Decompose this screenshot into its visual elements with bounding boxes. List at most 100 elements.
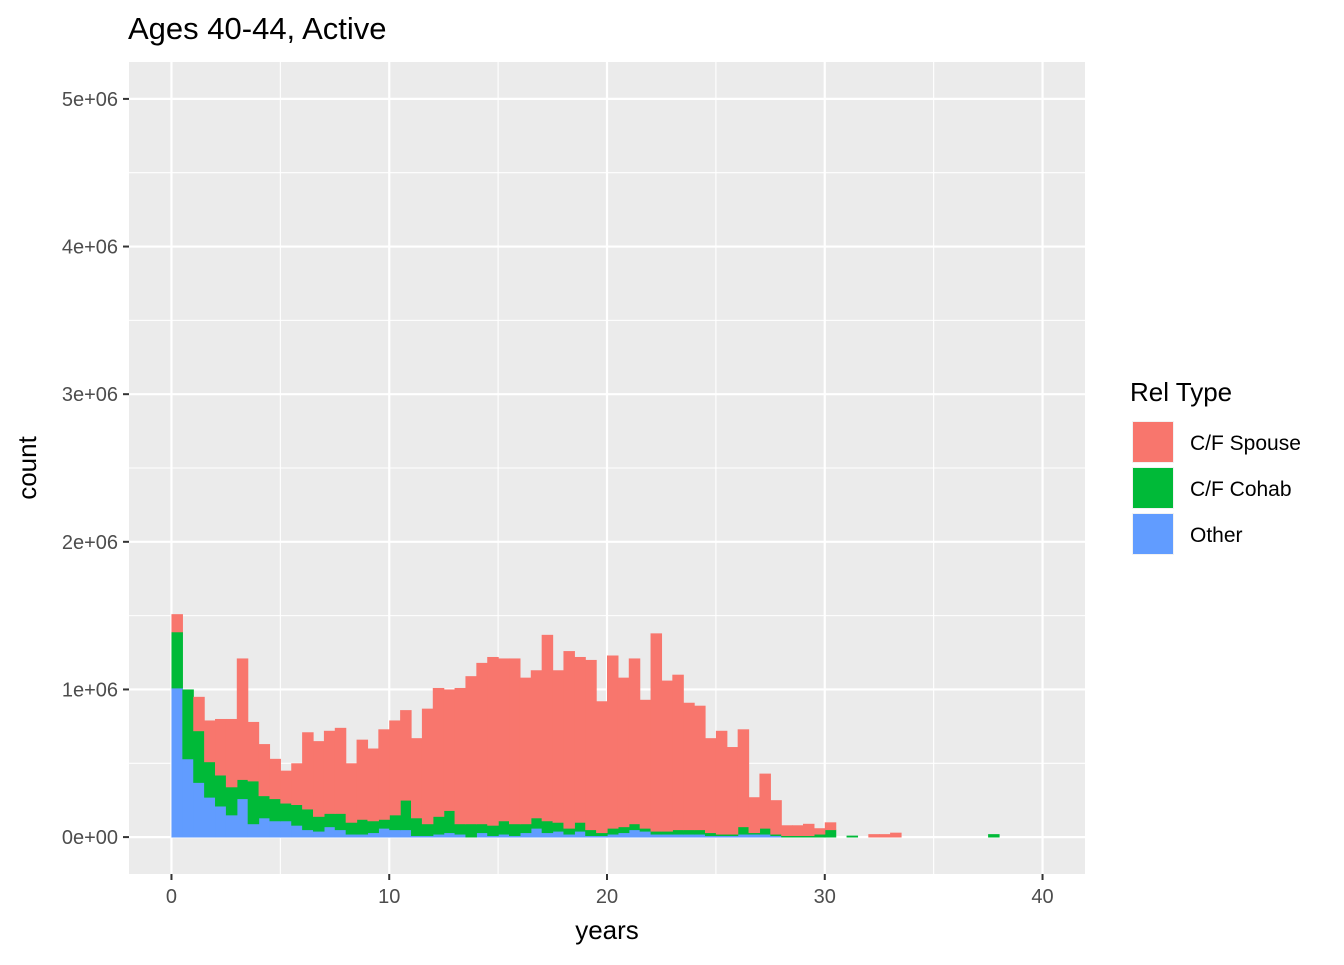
bar-other — [400, 829, 412, 838]
bar-c-f-cohab — [726, 834, 739, 837]
bar-c-f-spouse — [323, 730, 336, 814]
bar-other — [574, 831, 586, 838]
bar-c-f-cohab — [313, 816, 325, 832]
bar-other — [737, 834, 750, 838]
bar-c-f-cohab — [683, 829, 695, 835]
bar-c-f-spouse — [389, 720, 401, 816]
bar-c-f-cohab — [465, 823, 477, 838]
bar-c-f-cohab — [530, 817, 543, 829]
bar-other — [204, 797, 216, 838]
bar-c-f-cohab — [171, 631, 183, 689]
legend-label: C/F Cohab — [1190, 478, 1292, 501]
bar-c-f-cohab — [519, 823, 532, 834]
bar-c-f-cohab — [792, 835, 804, 838]
bar-c-f-spouse — [890, 832, 902, 838]
bar-c-f-cohab — [432, 816, 445, 835]
bar-c-f-cohab — [824, 829, 837, 838]
bar-c-f-spouse — [672, 674, 684, 831]
bar-other — [530, 828, 543, 838]
bar-other — [193, 782, 205, 838]
bar-other — [770, 835, 782, 838]
bar-c-f-cohab — [541, 820, 554, 834]
bar-c-f-spouse — [737, 729, 750, 828]
bar-c-f-spouse — [704, 738, 717, 834]
bar-other — [345, 834, 358, 838]
bar-c-f-spouse — [204, 720, 216, 763]
bar-c-f-spouse — [509, 658, 521, 825]
bar-other — [509, 835, 521, 838]
bar-c-f-spouse — [639, 699, 652, 829]
bar-c-f-spouse — [171, 614, 183, 633]
bar-c-f-spouse — [291, 763, 303, 806]
bar-other — [302, 829, 314, 838]
bar-c-f-spouse — [487, 656, 499, 826]
bar-c-f-cohab — [323, 813, 336, 828]
bar-other — [639, 831, 652, 838]
bar-other — [334, 829, 347, 838]
bar-other — [704, 835, 717, 838]
bar-other — [726, 835, 739, 838]
bar-other — [291, 825, 303, 838]
bar-c-f-spouse — [215, 718, 227, 776]
x-tick-label: 20 — [596, 886, 618, 908]
legend: Rel Type C/F Spouse C/F Cohab Other — [1130, 377, 1301, 555]
bar-c-f-cohab — [280, 803, 292, 822]
bar-c-f-spouse — [552, 670, 565, 823]
bar-c-f-cohab — [269, 798, 281, 822]
bar-c-f-cohab — [291, 804, 303, 826]
x-tick-label: 0 — [166, 886, 177, 908]
bar-c-f-spouse — [225, 718, 238, 788]
bar-c-f-spouse — [443, 689, 456, 811]
bar-c-f-cohab — [802, 835, 815, 838]
bar-c-f-cohab — [487, 825, 499, 837]
bars — [171, 614, 1000, 838]
bar-c-f-spouse — [258, 744, 271, 797]
bar-other — [694, 834, 706, 838]
bar-c-f-spouse — [748, 797, 761, 834]
bar-other — [563, 834, 575, 838]
bar-other — [378, 828, 390, 838]
bar-other — [367, 832, 379, 838]
bar-other — [432, 834, 445, 838]
bar-other — [389, 829, 401, 838]
bar-c-f-cohab — [639, 828, 652, 832]
bar-c-f-cohab — [247, 780, 260, 825]
bar-other — [759, 834, 771, 838]
chart-title: Ages 40-44, Active — [128, 11, 387, 46]
bar-c-f-cohab — [585, 829, 597, 837]
x-tick-label: 30 — [814, 886, 836, 908]
bar-c-f-cohab — [770, 834, 782, 837]
bar-c-f-cohab — [498, 820, 510, 835]
bar-c-f-cohab — [509, 823, 521, 837]
legend-swatch — [1133, 514, 1173, 554]
bar-other — [225, 814, 238, 838]
x-tick-label: 10 — [378, 886, 400, 908]
x-axis-label: years — [575, 915, 639, 945]
bar-c-f-spouse — [792, 825, 804, 837]
bar-other — [628, 829, 641, 838]
x-tick-label: 40 — [1031, 886, 1053, 908]
bar-other — [411, 835, 423, 838]
bar-c-f-cohab — [389, 814, 401, 831]
bar-other — [617, 832, 630, 838]
bar-c-f-cohab — [215, 775, 227, 807]
bar-c-f-spouse — [759, 773, 771, 829]
bar-other — [596, 835, 608, 838]
bar-c-f-cohab — [617, 826, 630, 834]
bar-c-f-cohab — [356, 819, 369, 835]
bar-c-f-spouse — [193, 696, 205, 732]
bar-other — [421, 835, 434, 838]
bar-c-f-spouse — [650, 633, 663, 832]
bar-c-f-spouse — [465, 676, 477, 825]
bar-c-f-spouse — [628, 658, 641, 825]
bar-other — [476, 832, 488, 838]
bar-other — [215, 806, 227, 838]
bar-c-f-cohab — [661, 831, 673, 835]
legend-label: Other — [1190, 524, 1243, 547]
bar-other — [313, 831, 325, 838]
bar-other — [519, 832, 532, 838]
bar-c-f-spouse — [824, 822, 837, 831]
bar-c-f-cohab — [378, 819, 390, 829]
bar-other — [247, 823, 260, 838]
